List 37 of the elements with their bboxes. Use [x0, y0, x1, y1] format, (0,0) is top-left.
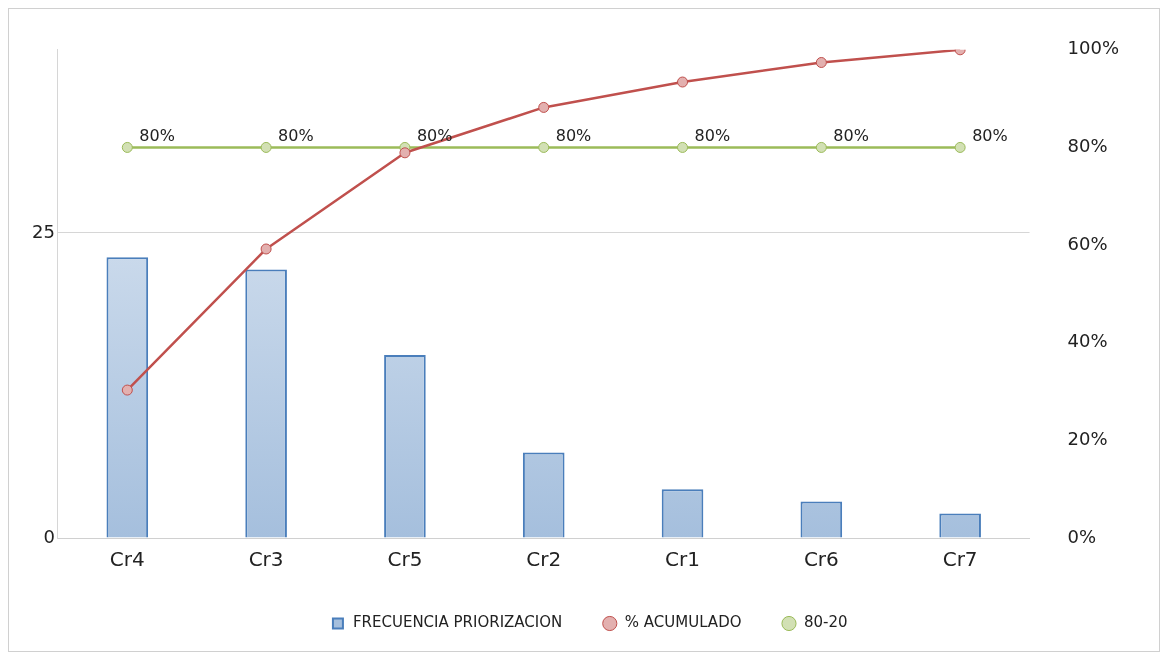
data-label: 80%	[139, 125, 175, 145]
point	[677, 76, 689, 88]
x-tick-label: Cr5	[387, 547, 423, 572]
data-label: 80%	[416, 125, 453, 145]
point	[538, 101, 550, 113]
y2-tick-label: 0%	[1067, 525, 1097, 547]
data-label: 80%	[555, 125, 592, 145]
data-label: 80%	[278, 125, 314, 145]
data-label: 80%	[972, 125, 1008, 145]
y2-tick-label: 60%	[1067, 232, 1108, 254]
legend-label: 80-20	[803, 613, 848, 632]
legend-label: % ACUMULADO	[624, 613, 742, 632]
y2-tick-label: 100%	[1067, 37, 1120, 59]
x-tick-label: Cr4	[109, 547, 145, 572]
data-label: 80%	[833, 125, 869, 145]
point	[399, 147, 411, 159]
y2-tick-label: 40%	[1067, 330, 1108, 352]
x-tick-label: Cr2	[526, 547, 562, 572]
y-tick-label: 25	[32, 220, 55, 242]
x-tick-label: Cr3	[248, 547, 284, 572]
y2-tick-label: 80%	[1067, 135, 1108, 157]
point	[538, 141, 550, 153]
point	[677, 141, 689, 153]
y-tick-label: 0	[43, 525, 55, 547]
point	[121, 384, 133, 396]
point	[260, 243, 272, 255]
point	[121, 141, 133, 153]
x-tick-label: Cr6	[803, 547, 839, 572]
point	[954, 141, 966, 153]
point	[815, 141, 827, 153]
point	[815, 56, 827, 68]
x-tick-label: Cr7	[942, 547, 978, 572]
data-label: 80%	[694, 125, 731, 145]
y2-tick-label: 20%	[1067, 428, 1108, 450]
x-tick-label: Cr1	[665, 547, 700, 572]
point	[260, 141, 272, 153]
legend-label: FRECUENCIA PRIORIZACION	[352, 613, 563, 632]
